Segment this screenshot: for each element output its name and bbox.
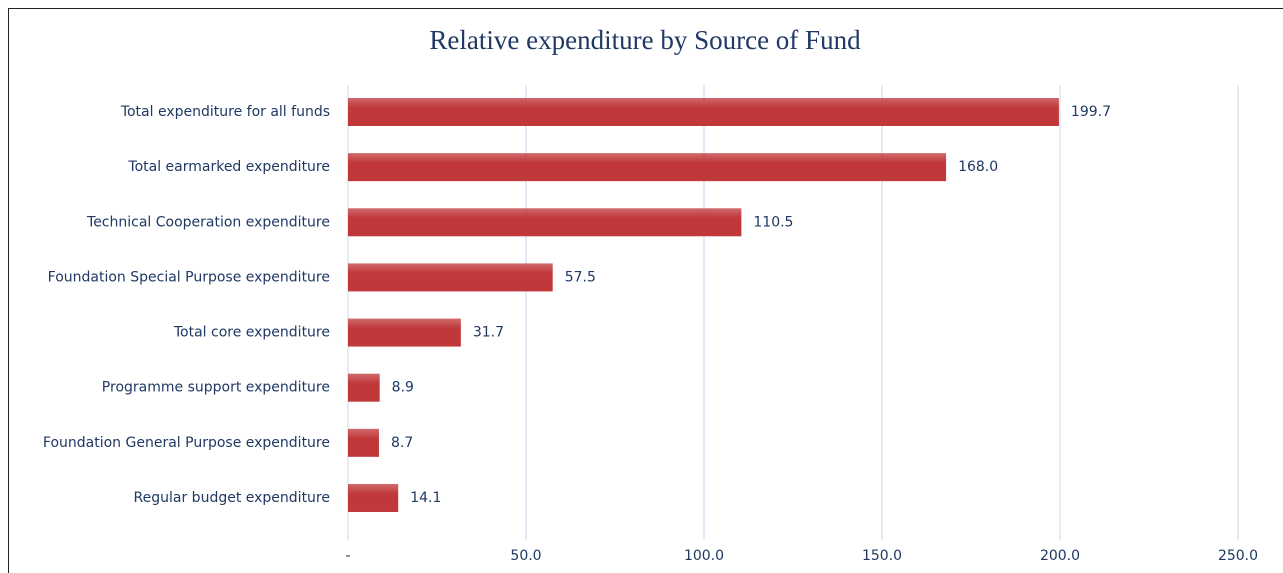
- bar: [348, 318, 461, 347]
- data-label: 31.7: [473, 325, 504, 341]
- bar: [348, 373, 380, 402]
- y-tick-label: Foundation General Purpose expenditure: [43, 435, 330, 451]
- data-label: 57.5: [565, 269, 596, 285]
- x-tick-label: -: [345, 548, 350, 564]
- y-tick-label: Total expenditure for all funds: [120, 104, 330, 120]
- y-tick-label: Regular budget expenditure: [134, 490, 330, 506]
- bar: [348, 263, 553, 292]
- x-tick-label: 50.0: [510, 548, 541, 564]
- bar: [348, 153, 947, 182]
- bar: [348, 208, 742, 237]
- chart-title: Relative expenditure by Source of Fund: [429, 25, 861, 55]
- data-label: 168.0: [958, 159, 998, 175]
- bar: [348, 483, 399, 512]
- data-label: 8.7: [391, 435, 413, 451]
- y-tick-label: Total core expenditure: [173, 325, 330, 341]
- y-tick-label: Technical Cooperation expenditure: [86, 214, 330, 230]
- chart-frame: [8, 8, 1283, 573]
- y-tick-label: Total earmarked expenditure: [127, 159, 330, 175]
- data-label: 8.9: [392, 380, 414, 396]
- bar: [348, 428, 379, 457]
- x-tick-label: 150.0: [862, 548, 902, 564]
- data-label: 110.5: [753, 214, 793, 230]
- x-tick-label: 200.0: [1040, 548, 1080, 564]
- x-tick-label: 100.0: [684, 548, 724, 564]
- x-tick-label: 250.0: [1218, 548, 1258, 564]
- y-tick-label: Programme support expenditure: [102, 380, 330, 396]
- data-label: 14.1: [410, 490, 441, 506]
- y-tick-label: Foundation Special Purpose expenditure: [48, 269, 330, 285]
- bar: [348, 98, 1059, 126]
- data-label: 199.7: [1071, 104, 1111, 120]
